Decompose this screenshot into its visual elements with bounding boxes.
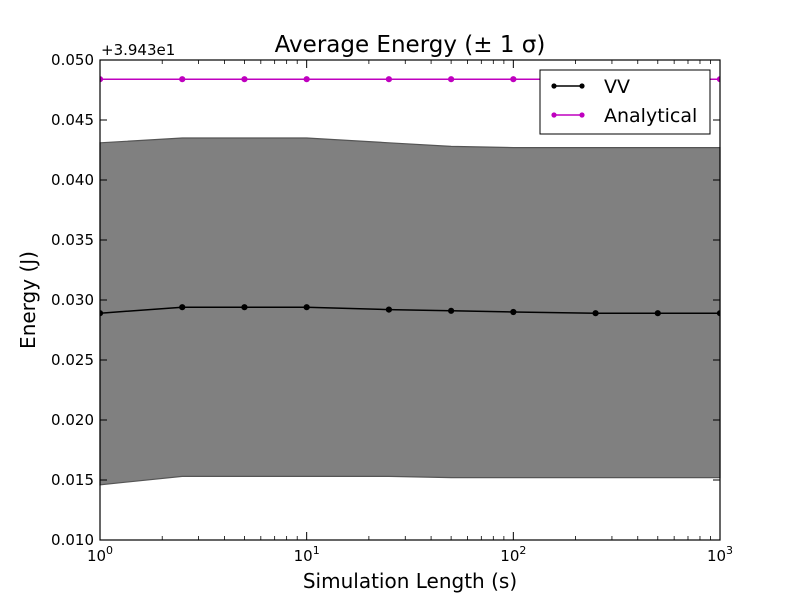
y-offset-label: +3.943e1 [101,41,175,59]
legend-marker-vv [579,83,585,89]
data-point-vv [303,304,310,311]
series-line-vv [100,306,720,314]
legend-box [539,69,711,135]
ticks-layer: 0.010 0.015 0.020 0.025 0.030 0.035 0.040 0.045… [51,51,733,565]
y-tick-label: 0.040 [51,171,94,189]
data-point-vv [448,307,455,314]
y-tick-label: 0.010 [51,531,94,549]
data-point-vv [716,310,720,317]
y-tick-label: 0.020 [51,411,94,429]
legend-marker-vv [551,83,557,89]
legend-label-analytical: Analytical [604,105,697,127]
data-point-analytical [303,76,310,83]
y-axis-label: Energy (J) [16,251,40,349]
x-tick-label: 102 [500,544,526,565]
chart-title: Average Energy (± 1 σ) [275,32,546,58]
y-tick-label: 0.050 [51,51,94,69]
data-point-analytical [179,76,186,83]
data-point-analytical [448,76,455,83]
x-axis-label: Simulation Length (s) [303,569,517,593]
std-band-layer [99,137,721,486]
legend-marker-analytical [551,112,557,118]
data-point-vv [654,310,661,317]
data-point-vv [385,306,393,313]
data-point-vv [510,308,517,316]
x-tick-label: 101 [294,544,320,565]
legend-label-vv: VV [604,76,630,98]
y-tick-label: 0.025 [51,351,94,369]
data-point-analytical [385,76,393,83]
legend-marker-analytical [579,112,585,118]
data-point-analytical [510,76,517,83]
data-point-analytical [716,76,720,83]
y-tick-label: 0.030 [51,291,94,309]
std-band [99,137,721,486]
data-point-vv [241,304,248,311]
data-point-vv [592,310,599,317]
x-tick-label: 103 [707,544,733,565]
legend: VV Analytical [539,69,711,135]
y-tick-label: 0.045 [51,111,94,129]
data-point-analytical [241,76,248,83]
data-point-vv [179,304,186,311]
y-tick-label: 0.015 [51,471,94,489]
x-tick-label: 100 [87,544,113,565]
y-tick-label: 0.035 [51,231,94,249]
